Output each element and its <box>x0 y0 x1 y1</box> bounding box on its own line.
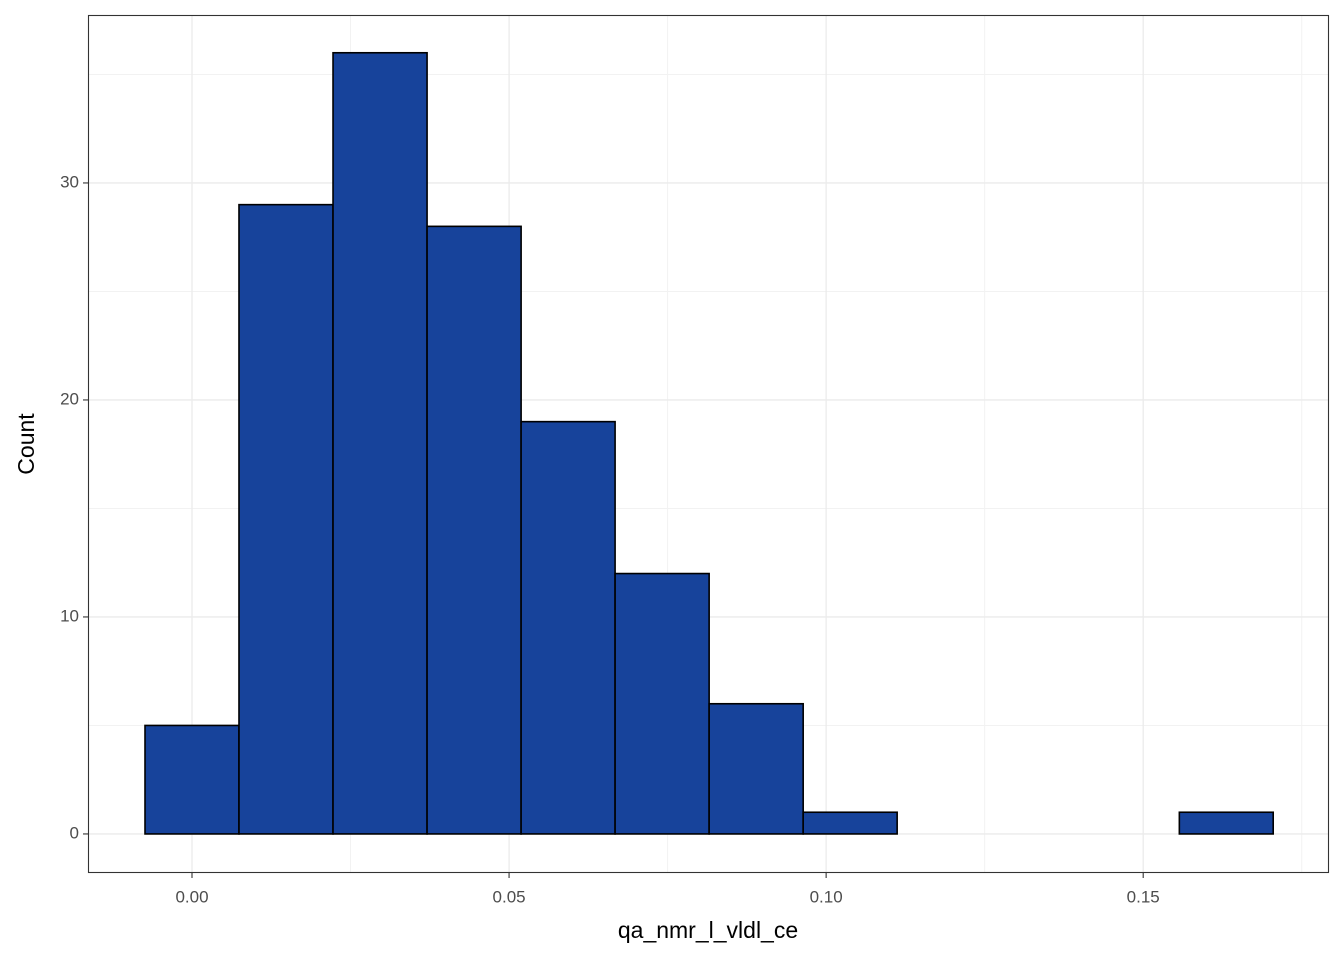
bar <box>520 420 616 835</box>
x-tick-label: 0.00 <box>175 887 208 906</box>
x-tick-label: 0.10 <box>810 887 843 906</box>
x-tick-label: 0.15 <box>1127 887 1160 906</box>
bar <box>144 724 240 835</box>
x-tick-label: 0.05 <box>493 887 526 906</box>
y-tick-label: 0 <box>70 823 79 842</box>
bar <box>238 203 334 835</box>
bar <box>1178 811 1274 835</box>
bars <box>144 51 1274 835</box>
bar <box>426 225 522 835</box>
bar <box>708 702 804 835</box>
y-tick-label: 30 <box>60 172 79 191</box>
x-axis-title: qa_nmr_l_vldl_ce <box>618 917 798 943</box>
bar <box>802 811 898 835</box>
axes: 0 10 20 30 0.00 0.05 0.10 0.15 <box>60 172 1160 906</box>
panel-border <box>87 14 1330 874</box>
bar <box>614 572 710 835</box>
y-axis-title: Count <box>13 413 39 475</box>
bar <box>332 51 428 835</box>
y-tick-label: 20 <box>60 389 79 408</box>
y-tick-label: 10 <box>60 606 79 625</box>
